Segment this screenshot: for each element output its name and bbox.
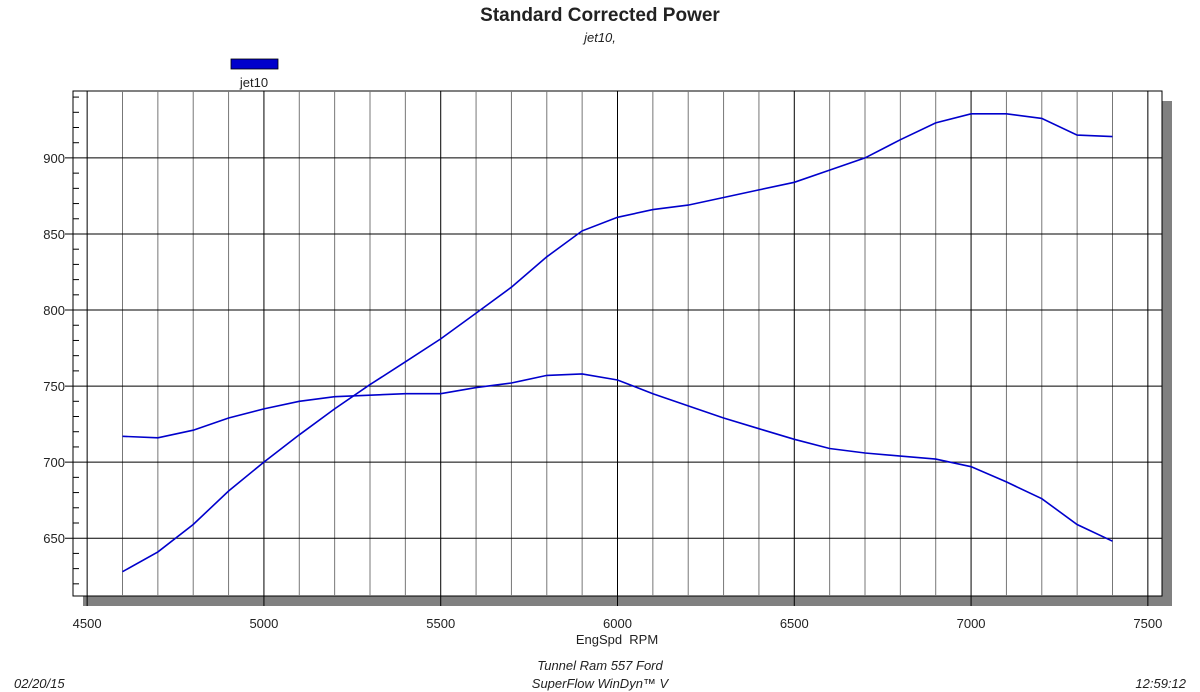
x-tick-label: 4500 bbox=[73, 616, 102, 631]
x-tick-label: 6500 bbox=[780, 616, 809, 631]
x-tick-label: 5500 bbox=[426, 616, 455, 631]
y-tick-label: 850 bbox=[43, 227, 65, 242]
footer-date: 02/20/15 bbox=[14, 676, 65, 691]
y-tick-label: 650 bbox=[43, 531, 65, 546]
x-tick-label: 5000 bbox=[249, 616, 278, 631]
plot-shadow-right bbox=[1162, 101, 1172, 606]
y-tick-label: 700 bbox=[43, 455, 65, 470]
legend-swatch bbox=[230, 58, 279, 70]
y-tick-label: 900 bbox=[43, 151, 65, 166]
footer-title: Tunnel Ram 557 Ford bbox=[537, 658, 663, 673]
y-tick-label: 800 bbox=[43, 303, 65, 318]
chart-subtitle: jet10, bbox=[582, 30, 616, 45]
x-tick-label: 7000 bbox=[957, 616, 986, 631]
chart-title: Standard Corrected Power bbox=[480, 5, 720, 26]
x-tick-label: 6000 bbox=[603, 616, 632, 631]
legend-label: jet10 bbox=[239, 75, 268, 90]
footer-software: SuperFlow WinDyn™ V bbox=[532, 676, 670, 691]
x-tick-label: 7500 bbox=[1133, 616, 1162, 631]
footer-time: 12:59:12 bbox=[1135, 676, 1186, 691]
series-line-power bbox=[122, 113, 1113, 573]
y-tick-label: 750 bbox=[43, 379, 65, 394]
plot-shadow-bottom bbox=[83, 596, 1172, 606]
x-axis-label: EngSpd RPM bbox=[576, 632, 658, 647]
series-line-torque bbox=[122, 373, 1113, 542]
